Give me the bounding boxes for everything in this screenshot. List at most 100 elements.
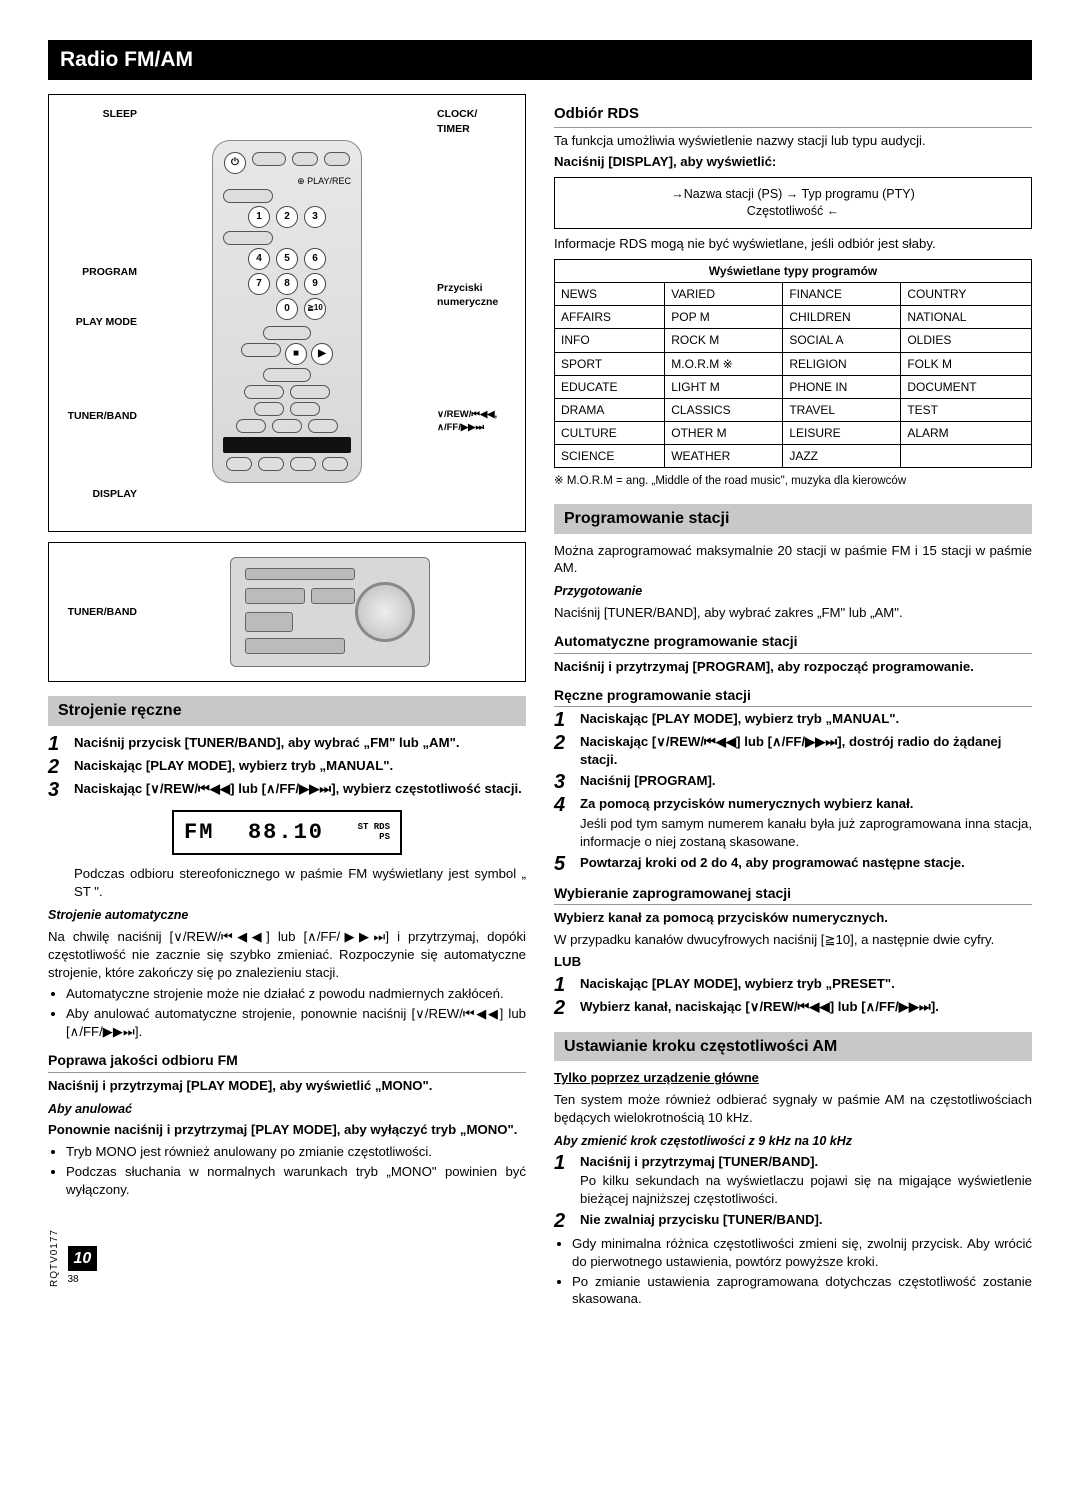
lcd-freq: 88.10 <box>248 818 324 848</box>
rds-cell: M.O.R.M ※ <box>665 352 783 375</box>
para-st: Podczas odbioru stereofonicznego w paśmi… <box>74 865 526 901</box>
rds-cell: JAZZ <box>783 445 901 468</box>
num-6: 6 <box>304 248 326 270</box>
rds-cell: DRAMA <box>555 398 665 421</box>
num-9: 9 <box>304 273 326 295</box>
fm-bullet: Tryb MONO jest również anulowany po zmia… <box>66 1143 526 1161</box>
num-2: 2 <box>276 206 298 228</box>
tuner-band-button <box>241 343 281 357</box>
label-program: PROGRAM <box>59 265 137 279</box>
label-playmode: PLAY MODE <box>59 315 137 329</box>
footer-code: RQTV0177 <box>48 1229 62 1287</box>
program-button <box>223 189 273 203</box>
rds-cell: SPORT <box>555 352 665 375</box>
fm-bullet: Podczas słuchania w normalnych warunkach… <box>66 1163 526 1199</box>
clock-button <box>292 152 318 166</box>
dial-icon <box>355 582 415 642</box>
step-num: 1 <box>554 975 572 995</box>
unit-label-tuner: TUNER/BAND <box>59 605 137 619</box>
fm-head: Poprawa jakości odbioru FM <box>48 1051 526 1073</box>
lcd-band: FM <box>184 818 214 848</box>
step-num: 2 <box>554 998 572 1018</box>
rds-display-bold: Naciśnij [DISPLAY], aby wyświetlić: <box>554 153 1032 171</box>
bass-button <box>308 419 338 433</box>
rds-cell: COUNTRY <box>901 282 1032 305</box>
rds-cell: FINANCE <box>783 282 901 305</box>
power-icon: ⏻ <box>224 152 246 174</box>
step-text: Wybierz kanał, naciskając [∨/REW/⏮◀◀] lu… <box>580 998 1032 1016</box>
rds-cell: CLASSICS <box>665 398 783 421</box>
label-sleep: SLEEP <box>59 107 137 121</box>
label-num: Przyciski numeryczne <box>437 281 515 309</box>
step-text: Naciskając [∨/REW/⏮◀◀] lub [∧/FF/▶▶⏭], w… <box>74 780 526 798</box>
auto-bullet: Aby anulować automatyczne strojenie, pon… <box>66 1005 526 1041</box>
rds-cell: VARIED <box>665 282 783 305</box>
playmode-button <box>223 231 273 245</box>
am-underline: Tylko poprzez urządzenie główne <box>554 1069 1032 1087</box>
play-rec-button <box>324 152 350 166</box>
stop-button: ■ <box>285 343 307 365</box>
am-ital: Aby zmienić krok częstotliwości z 9 kHz … <box>554 1133 1032 1150</box>
step-num: 5 <box>554 854 572 874</box>
step-text: Naciśnij przycisk [TUNER/BAND], aby wybr… <box>74 734 526 752</box>
num-0: 0 <box>276 298 298 320</box>
step-num: 4 <box>554 795 572 815</box>
step-text: Naciśnij i przytrzymaj [TUNER/BAND].Po k… <box>580 1153 1032 1208</box>
step-text: Naciskając [PLAY MODE], wybierz tryb „MA… <box>580 710 1032 728</box>
vol-down <box>244 385 284 399</box>
rds-cell: LEISURE <box>783 422 901 445</box>
prep-head: Przygotowanie <box>554 583 1032 600</box>
section-prog: Programowanie stacji <box>554 504 1032 534</box>
rds-cell: AFFAIRS <box>555 306 665 329</box>
dimmer-button <box>258 457 284 471</box>
step-num: 1 <box>554 1153 572 1173</box>
num-3: 3 <box>304 206 326 228</box>
unit-body <box>230 557 430 667</box>
rds-cell: INFO <box>555 329 665 352</box>
rds-cell: OLDIES <box>901 329 1032 352</box>
label-display: DISPLAY <box>59 487 137 501</box>
step-text: Naciskając [PLAY MODE], wybierz tryb „PR… <box>580 975 1032 993</box>
page-number-big: 10 <box>68 1246 98 1272</box>
usb-play-button: ▶ <box>311 343 333 365</box>
rds-cell: WEATHER <box>665 445 783 468</box>
remote-body: ⏻ ⊕ PLAY/REC 123 456 789 0≧10 ■▶ <box>212 140 362 483</box>
vol-up <box>290 385 330 399</box>
rds-footnote: ※ M.O.R.M = ang. „Middle of the road mus… <box>554 474 1032 490</box>
rds-cell: DOCUMENT <box>901 375 1032 398</box>
section-am: Ustawianie kroku częstotliwości AM <box>554 1032 1032 1062</box>
prog-auto-head: Automatyczne programowanie stacji <box>554 632 1032 654</box>
prog-manual-head: Ręczne programowanie stacji <box>554 686 1032 708</box>
rds-cell: SCIENCE <box>555 445 665 468</box>
select-bold: Wybierz kanał za pomocą przycisków numer… <box>554 909 1032 927</box>
rds-head: Odbiór RDS <box>554 104 1032 127</box>
label-tunerband: TUNER/BAND <box>59 409 137 423</box>
num-5: 5 <box>276 248 298 270</box>
select-head: Wybieranie zaprogramowanej stacji <box>554 884 1032 906</box>
rds-cell: TEST <box>901 398 1032 421</box>
step-text: Nie zwalniaj przycisku [TUNER/BAND]. <box>580 1211 1032 1229</box>
rds-cell: FOLK M <box>901 352 1032 375</box>
num-8: 8 <box>276 273 298 295</box>
rds-cell: ROCK M <box>665 329 783 352</box>
label-rewff: ∨/REW/⏮◀◀, ∧/FF/▶▶⏭ <box>437 409 515 435</box>
label-clock-timer: CLOCK/ TIMER <box>437 107 515 135</box>
fm-cancel-text: Ponownie naciśnij i przytrzymaj [PLAY MO… <box>48 1121 526 1139</box>
rds-cell: NEWS <box>555 282 665 305</box>
step-num: 2 <box>48 757 66 777</box>
step-num: 2 <box>554 733 572 753</box>
sleep-button <box>252 152 286 166</box>
num-gte10: ≧10 <box>304 298 326 320</box>
rds-cell: TRAVEL <box>783 398 901 421</box>
remote-diagram: SLEEP CLOCK/ TIMER ⏻ ⊕ PLAY/REC 123 456 … <box>48 94 526 532</box>
auto-bullet: Automatyczne strojenie może nie działać … <box>66 985 526 1003</box>
rds-table: Wyświetlane typy programów NEWSVARIEDFIN… <box>554 259 1032 469</box>
rds-cell: EDUCATE <box>555 375 665 398</box>
rds-table-head: Wyświetlane typy programów <box>555 259 1032 282</box>
num-4: 4 <box>248 248 270 270</box>
auto-para: Na chwilę naciśnij [∨/REW/⏮◀◀] lub [∧/FF… <box>48 928 526 981</box>
step-num: 1 <box>554 710 572 730</box>
autooff-button <box>290 457 316 471</box>
step-num: 3 <box>554 772 572 792</box>
lcd-display: FM 88.10 ST RDS PS <box>172 810 402 856</box>
